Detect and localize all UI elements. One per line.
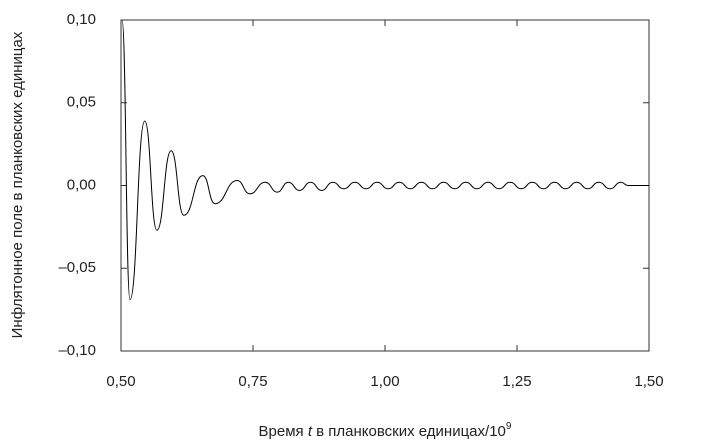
y-axis-label: Инфлятонное поле в планковских единицах	[9, 31, 26, 338]
x-label-text: Время	[259, 423, 308, 440]
y-tick-label: 0,00	[67, 176, 96, 193]
x-label-text: в планковских единицах/10	[312, 423, 506, 440]
x-tick-label: 1,25	[502, 373, 531, 390]
x-tick-label: 1,50	[634, 373, 663, 390]
x-tick-label: 1,00	[370, 373, 399, 390]
data-line	[121, 20, 649, 301]
plot-frame	[120, 19, 650, 352]
x-axis-label: Время t в планковских единицах/109	[259, 421, 512, 440]
y-tick-label: 0,05	[67, 94, 96, 111]
y-tick-label: 0,10	[67, 11, 96, 28]
y-tick-label: –0,10	[58, 342, 96, 359]
x-tick-label: 0,75	[238, 373, 267, 390]
x-tick-label: 0,50	[106, 373, 135, 390]
x-label-sup: 9	[506, 421, 512, 432]
x-label-var: t	[308, 423, 313, 440]
y-tick-label: –0,05	[58, 259, 96, 276]
